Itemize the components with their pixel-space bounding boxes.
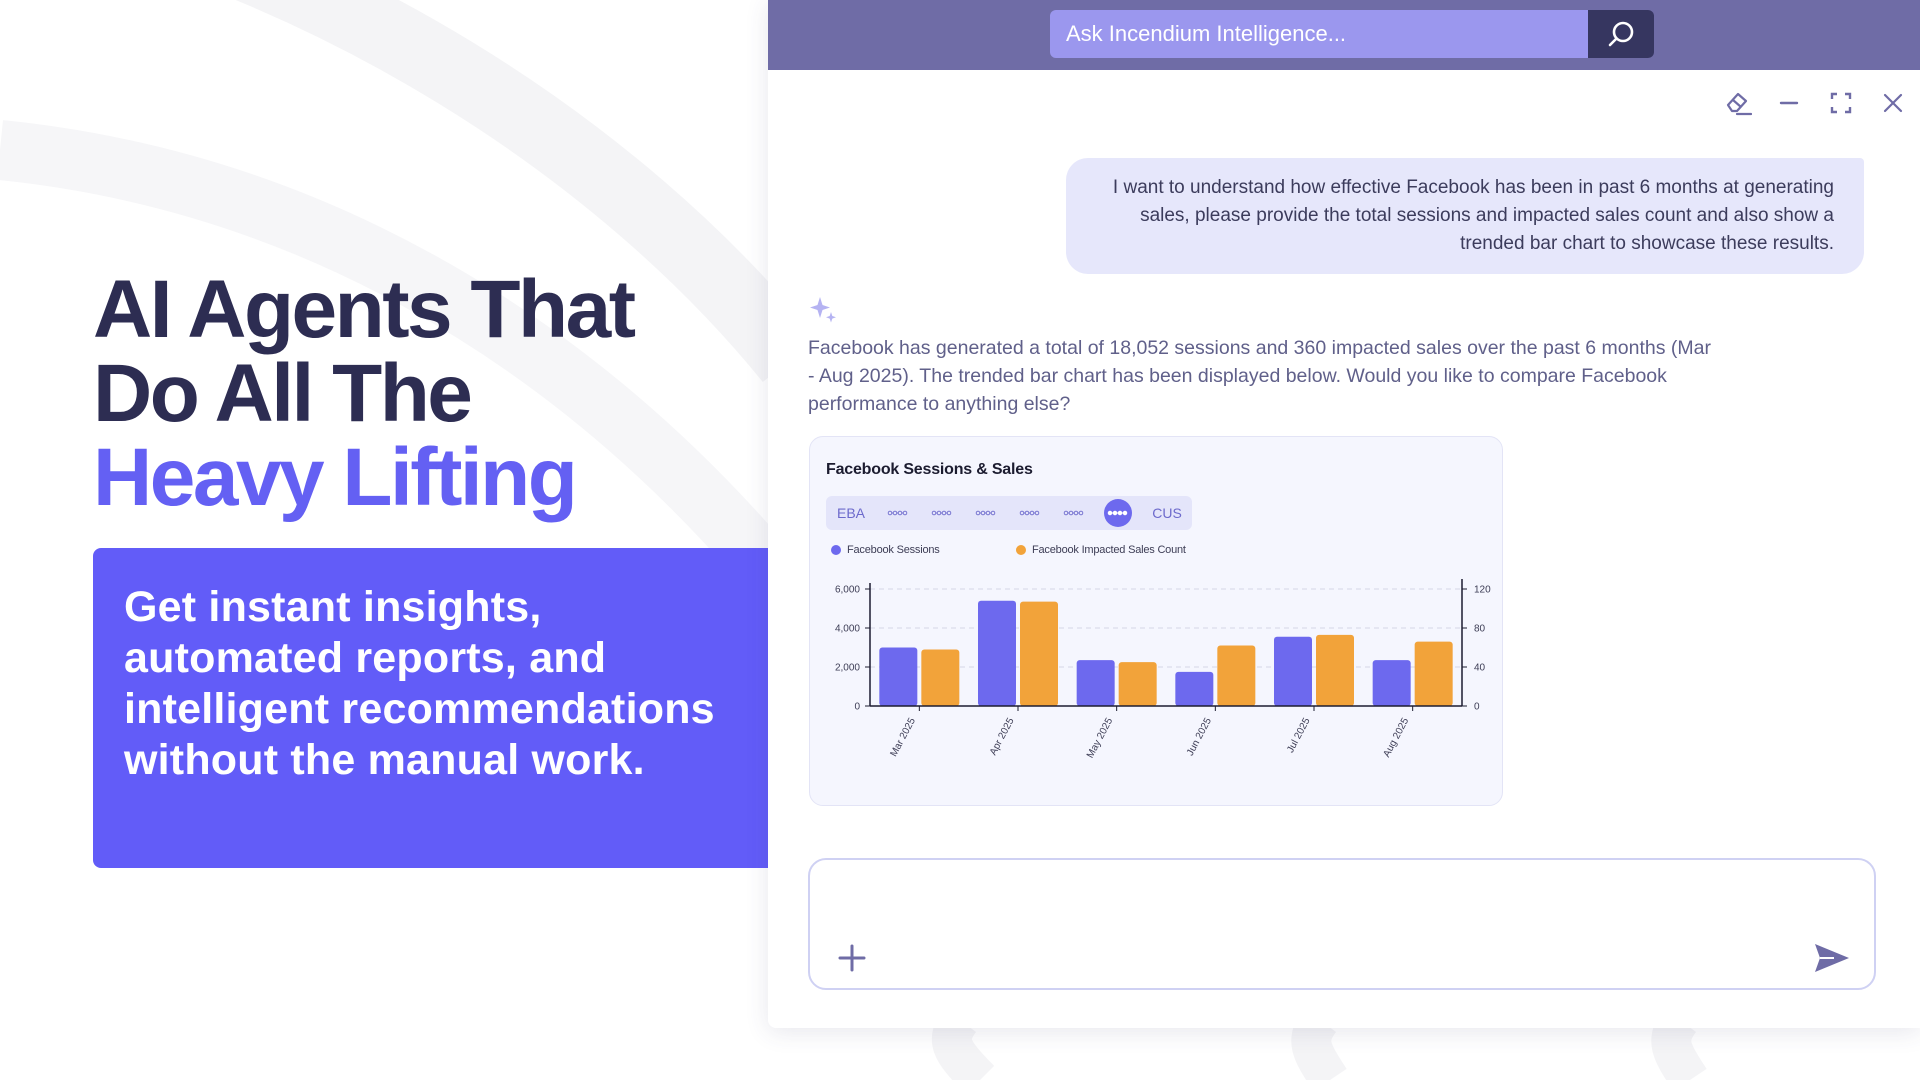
line-series-icon-5 [1063,510,1084,516]
legend-label-sessions: Facebook Sessions [847,544,940,556]
bar-sales-2 [1118,662,1157,706]
x-tick-label-4: Jul 2025 [1285,716,1313,755]
tab-eba[interactable]: EBA [826,496,876,530]
hero-line-1: AI Agents That [93,264,636,355]
minimize-icon [1779,101,1799,105]
legend-label-sales: Facebook Impacted Sales Count [1032,544,1186,556]
line-series-icon-1 [887,510,908,516]
hero-line-3: Heavy Lifting [93,432,578,523]
maximize-button[interactable] [1826,88,1856,118]
ai-response-text: Facebook has generated a total of 18,052… [808,337,1711,415]
tab-bar-series-active[interactable] [1096,496,1140,530]
close-button[interactable] [1878,88,1908,118]
x-tick-label-1: Apr 2025 [988,716,1017,757]
search-icon [1608,21,1634,47]
hero-heading: AI Agents That Do All The Heavy Lifting [93,268,773,520]
window-controls [1722,88,1908,118]
send-icon[interactable] [1812,940,1852,976]
bar-sales-1 [1020,601,1058,706]
bar-sessions-2 [1076,660,1115,706]
bar-sales-4 [1316,634,1354,706]
message-composer [808,858,1876,990]
y-right-tick-label-2: 80 [1474,624,1486,635]
y-left-tick-label-2: 4,000 [835,624,860,635]
legend-dot-sessions [831,545,841,555]
bar-chart: Mar 2025 Apr 2025 May 2025 Jun 2025 Jul 2025… [835,579,1491,760]
bar-sessions-1 [978,600,1016,706]
y-right-tick-label-1: 40 [1474,663,1486,674]
y-left-tick-label-1: 2,000 [835,663,860,674]
x-tick-label-3: Jun 2025 [1185,716,1214,758]
chart-title: Facebook Sessions & Sales [826,461,1033,478]
bar-sessions-4 [1274,636,1312,706]
add-attachment-icon[interactable] [836,942,868,974]
y-left-tick-label-0: 0 [854,702,860,713]
eraser-icon [1726,92,1752,116]
chart-type-tabs: EBA CUS [826,496,1192,530]
tab-line-series-3[interactable] [964,496,1008,530]
y-right-tick-label-0: 0 [1474,702,1480,713]
bar-sales-0 [921,649,960,706]
user-message-text: I want to understand how effective Faceb… [1112,177,1834,254]
tab-eba-label: EBA [836,505,865,521]
tab-line-series-1[interactable] [876,496,920,530]
user-message-bubble: I want to understand how effective Faceb… [1066,158,1864,274]
tab-cus[interactable]: CUS [1142,496,1192,530]
search-input[interactable] [1050,10,1588,58]
tab-line-series-5[interactable] [1052,496,1096,530]
x-tick-label-2: May 2025 [1085,716,1116,760]
line-series-icon-3 [975,510,996,516]
line-series-icon-2 [931,510,952,516]
message-input[interactable] [830,878,1794,920]
bar-sessions-5 [1372,660,1411,706]
search-bar [1050,10,1654,58]
minimize-button[interactable] [1774,88,1804,118]
tab-line-series-2[interactable] [920,496,964,530]
assistant-panel: I want to understand how effective Faceb… [768,0,1920,1028]
y-left-tick-label-3: 6,000 [835,585,860,596]
bar-sales-3 [1217,645,1256,706]
tab-cus-label: CUS [1152,505,1182,521]
x-tick-label-5: Aug 2025 [1381,716,1411,759]
panel-topbar [768,0,1920,70]
sparkle-icon [810,297,836,323]
hero-blurb: Get instant insights, automated reports,… [93,548,793,868]
x-tick-label-0: Mar 2025 [888,716,918,759]
line-series-icon-4 [1019,510,1040,516]
legend-item-sales: Facebook Impacted Sales Count [1016,544,1186,556]
maximize-icon [1830,92,1852,114]
legend-item-sessions: Facebook Sessions [831,544,940,556]
bar-sessions-3 [1175,671,1214,706]
search-button[interactable] [1588,10,1654,58]
clear-chat-button[interactable] [1722,88,1752,118]
bar-sessions-0 [879,647,918,706]
tab-line-series-4[interactable] [1008,496,1052,530]
y-right-tick-label-3: 120 [1474,585,1491,596]
chart-card: Facebook Sessions & Sales EBA CUS Facebo… [809,436,1503,806]
hero-line-2: Do All The [93,348,473,439]
close-icon [1883,93,1903,113]
bar-series-icon-active [1104,499,1132,527]
hero-blurb-text: Get instant insights, automated reports,… [124,583,715,784]
legend-dot-sales [1016,545,1026,555]
bar-sales-5 [1414,641,1453,706]
